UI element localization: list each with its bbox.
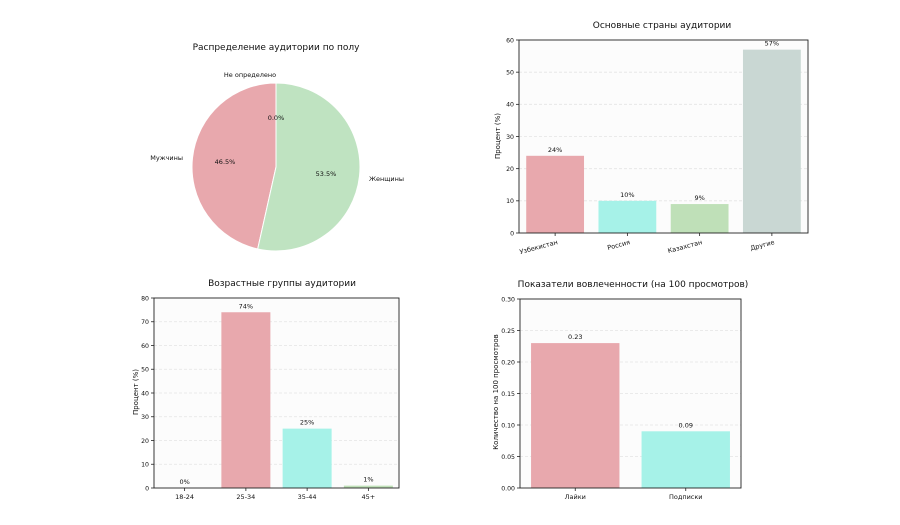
- bar: [343, 485, 393, 488]
- pie-slice: [257, 82, 361, 252]
- gender-pie-chart: Распределение аудитории по полу Не опред…: [150, 43, 404, 252]
- age-title: Возрастные группы аудитории: [208, 279, 356, 289]
- plot-frame: [518, 39, 809, 234]
- x-tick-label: 45+: [362, 493, 376, 501]
- y-tick-label: 0: [145, 485, 149, 492]
- y-tick-label: 60: [506, 37, 514, 44]
- y-tick-label: 20: [141, 438, 149, 445]
- bar-value-label: 25%: [300, 419, 314, 427]
- bar-value-label: 10%: [620, 191, 634, 199]
- x-tick-label: Подписки: [669, 493, 703, 501]
- y-tick-label: 20: [506, 166, 514, 173]
- countries-plot-area: 0 10 20 30 40 50 60 24% Узбекистан 10% Россия 9% Каз…: [506, 37, 809, 256]
- y-tick-label: 40: [141, 390, 149, 397]
- bar: [526, 155, 585, 233]
- age-bar-chart: Возрастные группы аудитории Процент (%) …: [132, 279, 400, 501]
- y-tick-label: 0.10: [501, 422, 515, 429]
- plot-frame: [519, 298, 742, 489]
- bar: [531, 343, 620, 488]
- x-tick-label: Лайки: [565, 493, 586, 501]
- plot-frame: [153, 297, 400, 489]
- y-tick-label: 10: [141, 462, 149, 469]
- y-tick-label: 30: [506, 134, 514, 141]
- x-tick-label: Узбекистан: [519, 238, 559, 256]
- bar: [641, 431, 730, 488]
- countries-title: Основные страны аудитории: [593, 21, 732, 31]
- engagement-bar-chart: Показатели вовлеченности (на 100 просмот…: [492, 280, 748, 501]
- pie-label-women: Женщины: [369, 175, 404, 183]
- y-tick-label: 30: [141, 414, 149, 421]
- engagement-ylabel: Количество на 100 просмотров: [492, 334, 500, 450]
- bar-value-label: 0.23: [568, 333, 582, 341]
- bar-value-label: 0.09: [679, 421, 693, 429]
- y-tick-label: 0.15: [501, 391, 515, 398]
- y-tick-label: 0: [510, 230, 514, 237]
- bar: [742, 49, 801, 234]
- age-plot-area: 0 10 20 30 40 50 60 70 80 0% 18-24 74% 25-34 25% 35-44…: [141, 295, 400, 501]
- pie-pct-women: 53.5%: [316, 170, 337, 178]
- x-tick-label: Другие: [749, 238, 775, 252]
- y-tick-label: 40: [506, 102, 514, 109]
- pie-slice: [191, 82, 277, 250]
- countries-ylabel: Процент (%): [494, 113, 502, 159]
- y-tick-label: 0.25: [501, 328, 515, 335]
- bar-value-label: 0%: [179, 478, 189, 486]
- y-tick-label: 10: [506, 198, 514, 205]
- x-tick-label: 25-34: [236, 493, 255, 501]
- pie-label-men: Мужчины: [150, 154, 183, 162]
- bar-value-label: 9%: [694, 194, 704, 202]
- pie-pct-men: 46.5%: [215, 158, 236, 166]
- pie-label-undefined: Не определено: [224, 71, 276, 79]
- y-tick-label: 0.00: [501, 485, 515, 492]
- countries-bar-chart: Основные страны аудитории Процент (%) 0 1…: [494, 21, 809, 256]
- age-ylabel: Процент (%): [132, 369, 140, 415]
- y-tick-label: 50: [506, 69, 514, 76]
- bar-value-label: 74%: [239, 302, 253, 310]
- x-tick-label: Россия: [606, 238, 631, 252]
- y-tick-label: 0.20: [501, 359, 515, 366]
- y-tick-label: 50: [141, 367, 149, 374]
- bar-value-label: 24%: [548, 146, 562, 154]
- y-tick-label: 0.05: [501, 454, 515, 461]
- bar: [221, 312, 271, 488]
- engagement-plot-area: 0.00 0.05 0.10 0.15 0.20 0.25 0.30 0.23 Лайки 0.0…: [501, 296, 742, 501]
- x-tick-label: Казахстан: [667, 238, 703, 255]
- x-tick-label: 18-24: [175, 493, 194, 501]
- y-tick-label: 0.30: [501, 296, 515, 303]
- bar: [670, 204, 729, 233]
- x-tick-label: 35-44: [298, 493, 317, 501]
- bar-value-label: 1%: [363, 476, 373, 484]
- pie-slices: [191, 82, 361, 252]
- bar-value-label: 57%: [765, 40, 779, 48]
- bar: [598, 200, 657, 233]
- y-tick-label: 80: [141, 295, 149, 302]
- bar: [282, 428, 332, 488]
- y-tick-label: 70: [141, 319, 149, 326]
- pie-pct-undefined: 0.0%: [268, 114, 285, 122]
- pie-title: Распределение аудитории по полу: [193, 43, 361, 53]
- engagement-title: Показатели вовлеченности (на 100 просмот…: [518, 280, 749, 290]
- y-tick-label: 60: [141, 343, 149, 350]
